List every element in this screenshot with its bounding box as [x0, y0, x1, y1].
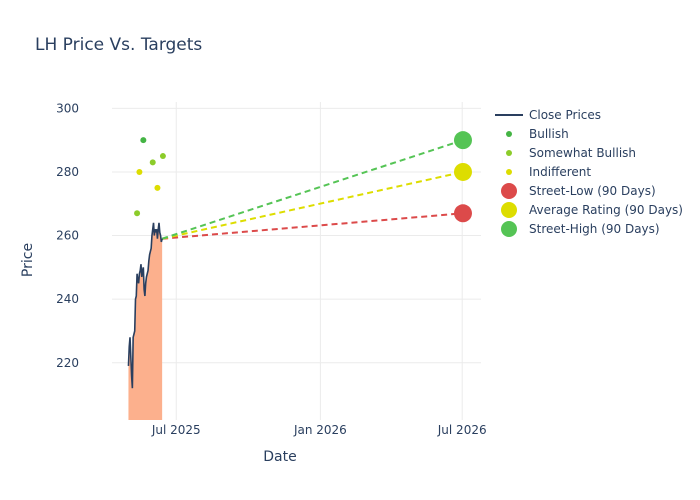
legend-average-rating-label: Average Rating (90 Days) [529, 203, 683, 217]
y-axis-title: Price [20, 243, 36, 277]
legend-street-high-swatch [501, 221, 517, 237]
somewhat-bullish-point [134, 210, 141, 217]
legend: Close Prices Bullish Somewhat Bullish Indif… [495, 108, 683, 237]
legend-street-high-label: Street-High (90 Days) [529, 222, 660, 236]
street-high-target-point [453, 131, 472, 150]
legend-somewhat-bullish-label: Somewhat Bullish [529, 146, 636, 160]
indifferent-point [154, 184, 161, 191]
marker-layer [134, 131, 472, 223]
average-rating-dashed-line [161, 170, 464, 240]
indifferent-point [136, 168, 143, 175]
x-tick-label: Jan 2026 [293, 423, 347, 437]
legend-somewhat-bullish-swatch [506, 150, 512, 156]
close-price-area [128, 222, 163, 420]
x-axis-title: Date [263, 449, 296, 465]
chart-title: LH Price Vs. Targets [35, 35, 202, 55]
x-axis-ticks: Jul 2025 Jan 2026 Jul 2026 [151, 423, 487, 437]
y-axis-ticks: 220 240 260 280 300 [56, 101, 79, 369]
close-price-line [127, 222, 163, 389]
series-layer [127, 139, 464, 389]
street-low-target-point [453, 204, 472, 223]
bullish-point [140, 137, 147, 144]
y-tick-label: 220 [56, 356, 79, 370]
legend-street-low-swatch [501, 183, 517, 199]
y-tick-label: 240 [56, 292, 79, 306]
legend-indifferent-label: Indifferent [529, 165, 591, 179]
y-tick-label: 280 [56, 165, 79, 179]
somewhat-bullish-point [159, 153, 166, 160]
y-tick-label: 300 [56, 101, 79, 115]
street-low-dashed-line [162, 212, 464, 240]
legend-average-rating-swatch [501, 202, 517, 218]
average-rating-target-point [453, 162, 472, 181]
legend-bullish-swatch [506, 131, 512, 137]
x-tick-label: Jul 2026 [437, 423, 487, 437]
close-area-layer [128, 222, 163, 420]
x-tick-label: Jul 2025 [151, 423, 201, 437]
somewhat-bullish-point [149, 159, 156, 166]
street-high-dashed-line [161, 139, 464, 240]
legend-indifferent-swatch [506, 169, 512, 175]
legend-street-low-label: Street-Low (90 Days) [529, 184, 656, 198]
y-tick-label: 260 [56, 229, 79, 243]
legend-close-prices-label: Close Prices [529, 108, 601, 122]
legend-bullish-label: Bullish [529, 127, 569, 141]
